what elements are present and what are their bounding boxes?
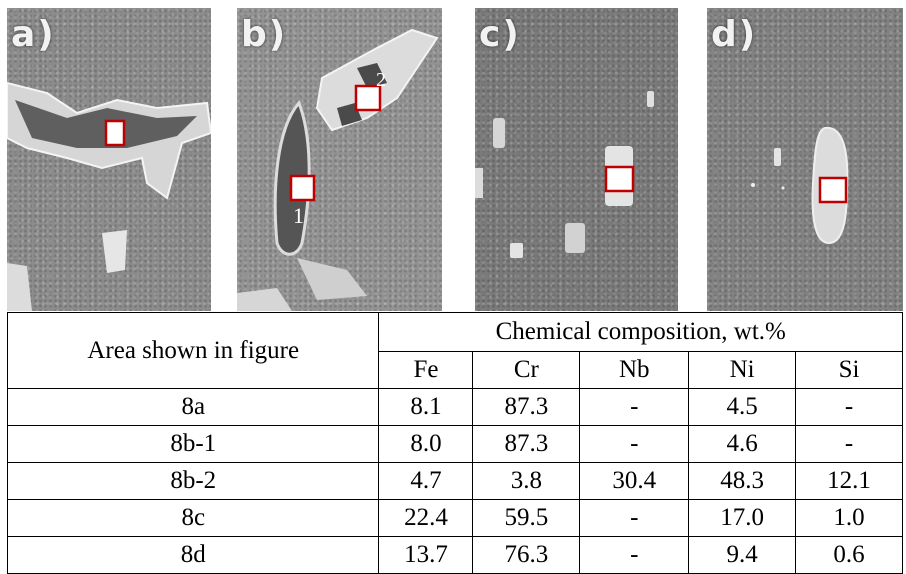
- element-header: Ni: [688, 351, 797, 389]
- table-row: 8b-2 4.7 3.8 30.4 48.3 12.1: [6, 462, 903, 500]
- value-cell: 22.4: [378, 499, 474, 537]
- value-cell: 17.0: [688, 499, 797, 537]
- value-cell: -: [579, 499, 690, 537]
- panel-label-c: c): [479, 14, 521, 55]
- element-header: Cr: [472, 351, 581, 389]
- value-cell: 4.5: [688, 388, 797, 426]
- value-cell: 59.5: [472, 499, 581, 537]
- micrograph-d: d): [707, 8, 903, 311]
- panel-label-b: b): [241, 14, 288, 55]
- value-cell: -: [579, 425, 690, 463]
- value-cell: 8.0: [378, 425, 474, 463]
- region-label-1: 1: [293, 203, 304, 228]
- value-cell: 13.7: [378, 536, 474, 574]
- panel-label-d: d): [711, 14, 758, 55]
- composition-column-header: Chemical composition, wt.%: [378, 312, 903, 352]
- value-cell: 12.1: [795, 462, 903, 500]
- value-cell: 87.3: [472, 388, 581, 426]
- panel-label-a: a): [11, 14, 56, 55]
- value-cell: -: [795, 388, 903, 426]
- element-header-row: Fe Cr Nb Ni Si: [8, 351, 903, 389]
- area-cell: 8c: [6, 499, 380, 537]
- micrograph-a: a): [7, 8, 211, 311]
- value-cell: 8.1: [378, 388, 474, 426]
- micrograph-a-features: [7, 81, 211, 311]
- micrograph-d-features: [751, 126, 849, 245]
- region-label-2: 2: [376, 69, 386, 91]
- value-cell: -: [579, 536, 690, 574]
- element-header: Nb: [579, 351, 690, 389]
- analysis-area-marker: [818, 176, 848, 204]
- table-row: 8a 8.1 87.3 - 4.5 -: [6, 388, 903, 426]
- value-cell: 9.4: [688, 536, 797, 574]
- value-cell: 48.3: [688, 462, 797, 500]
- analysis-area-marker: [104, 119, 126, 147]
- element-header: Fe: [378, 351, 474, 389]
- analysis-area-marker: [289, 174, 316, 202]
- element-header: Si: [795, 351, 903, 389]
- value-cell: 4.6: [688, 425, 797, 463]
- area-column-header: Area shown in figure: [6, 312, 380, 389]
- area-cell: 8d: [6, 536, 380, 574]
- area-cell: 8a: [6, 388, 380, 426]
- composition-table: Area shown in figure Chemical compositio…: [6, 312, 903, 574]
- value-cell: 4.7: [378, 462, 474, 500]
- value-cell: 0.6: [795, 536, 903, 574]
- micrograph-b-features: 2 1: [237, 28, 439, 311]
- value-cell: -: [795, 425, 903, 463]
- micrograph-b: 2 1 b): [237, 8, 442, 311]
- table-header-row: Area shown in figure Chemical compositio…: [6, 312, 903, 389]
- value-cell: 76.3: [472, 536, 581, 574]
- table-row: 8d 13.7 76.3 - 9.4 0.6: [6, 536, 903, 574]
- value-cell: 3.8: [472, 462, 581, 500]
- table-row: 8c 22.4 59.5 - 17.0 1.0: [6, 499, 903, 537]
- area-cell: 8b-2: [6, 462, 380, 500]
- value-cell: 1.0: [795, 499, 903, 537]
- area-cell: 8b-1: [6, 425, 380, 463]
- micrograph-c-features: [475, 91, 654, 258]
- analysis-area-marker: [354, 84, 382, 112]
- value-cell: 87.3: [472, 425, 581, 463]
- analysis-area-marker: [604, 165, 635, 193]
- value-cell: -: [579, 388, 690, 426]
- micrograph-c: c): [475, 8, 678, 311]
- table-row: 8b-1 8.0 87.3 - 4.6 -: [6, 425, 903, 463]
- value-cell: 30.4: [579, 462, 690, 500]
